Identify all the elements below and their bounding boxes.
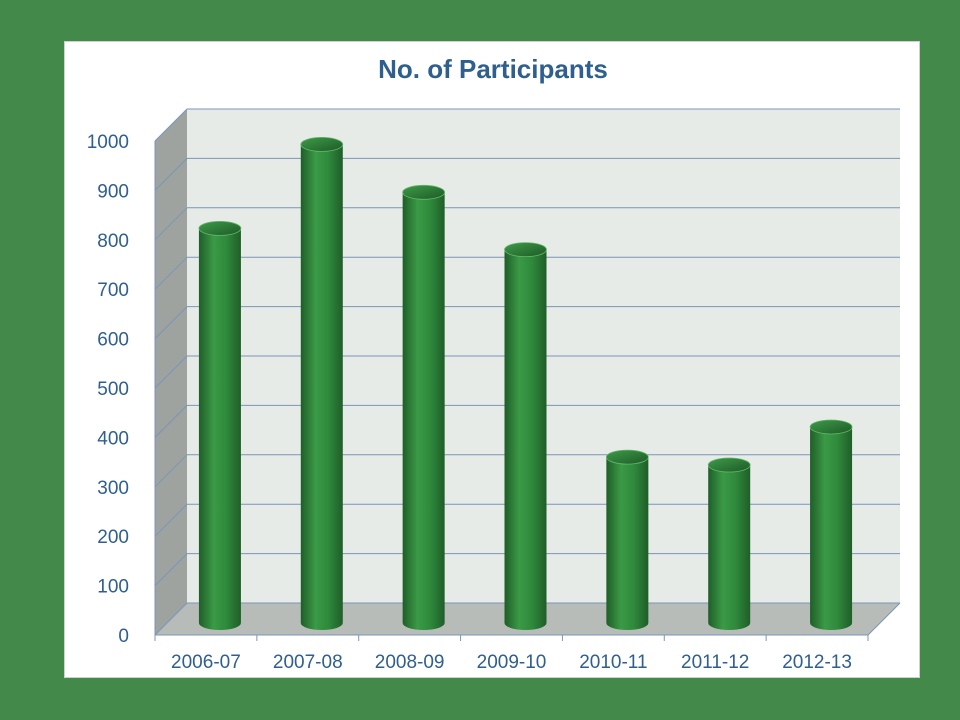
gridline-side xyxy=(154,454,188,488)
bar xyxy=(198,228,241,630)
y-tick-label: 800 xyxy=(97,231,129,252)
x-tick-label: 2012-13 xyxy=(782,652,852,673)
gridline-side xyxy=(154,158,188,191)
bar-top xyxy=(809,419,853,435)
bar-top xyxy=(402,184,446,200)
bar-top xyxy=(504,242,547,258)
y-tick-label: 0 xyxy=(118,626,129,647)
gridline-side xyxy=(154,207,188,241)
x-tick-label: 2006-07 xyxy=(171,652,241,673)
gridline-side xyxy=(154,355,188,389)
gridline-side xyxy=(154,602,188,636)
bar-chart: No. of Participants 0 100 200 300 400 500 600 7… xyxy=(87,54,901,673)
y-tick-label: 400 xyxy=(97,428,129,449)
bar xyxy=(810,426,853,630)
x-tick-label: 2010-11 xyxy=(579,652,647,673)
y-tick-label: 600 xyxy=(97,330,129,351)
bar xyxy=(300,144,343,630)
y-tick-label: 300 xyxy=(97,478,129,499)
x-tick-label: 2007-08 xyxy=(273,652,343,673)
gridline-side xyxy=(154,306,188,339)
bar-top xyxy=(605,449,649,465)
y-tick-label: 700 xyxy=(97,280,129,301)
bar xyxy=(606,457,649,630)
floor-edge xyxy=(867,602,901,636)
gridline-side xyxy=(154,405,188,438)
x-tick-label: 2011-12 xyxy=(681,652,749,673)
bar-top xyxy=(707,457,751,473)
bar-top xyxy=(198,220,242,236)
gridline-side xyxy=(154,503,188,537)
gridline-side xyxy=(154,256,188,290)
bar xyxy=(504,249,547,630)
y-tick-label: 900 xyxy=(97,181,129,202)
y-tick-label: 200 xyxy=(97,527,129,548)
bar xyxy=(402,192,445,630)
y-tick-label: 1000 xyxy=(87,132,129,153)
x-tick-label: 2009-10 xyxy=(477,652,547,673)
bar xyxy=(708,465,751,630)
y-tick-label: 500 xyxy=(97,379,129,400)
gridline-side xyxy=(154,108,188,142)
bar-top xyxy=(300,137,344,152)
chart-title: No. of Participants xyxy=(378,54,608,84)
x-tick-label: 2008-09 xyxy=(375,652,445,673)
gridline-side xyxy=(154,553,188,586)
chart-frame: No. of Participants 0 100 200 300 400 500 600 7… xyxy=(64,41,920,678)
y-tick-label: 100 xyxy=(97,577,129,598)
